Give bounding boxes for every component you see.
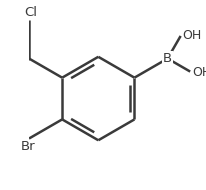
Text: Br: Br	[21, 140, 35, 153]
Text: OH: OH	[192, 66, 206, 79]
Text: B: B	[163, 52, 172, 65]
Text: Cl: Cl	[24, 6, 37, 19]
Text: OH: OH	[182, 28, 202, 42]
